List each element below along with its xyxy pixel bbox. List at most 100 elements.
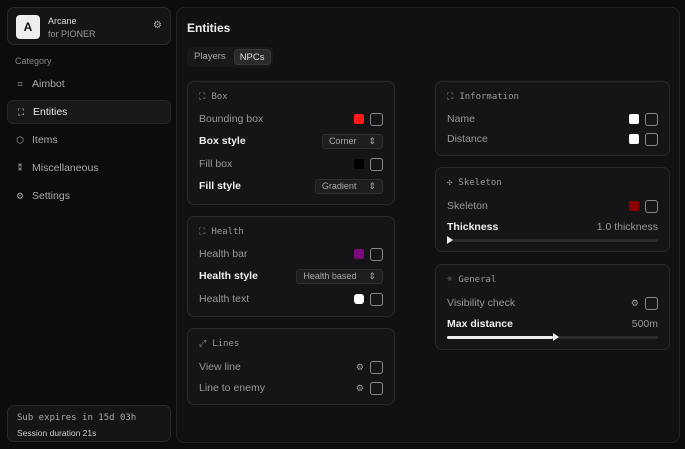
sidebar-item-miscellaneous[interactable]: ⁑ Miscellaneous: [7, 156, 171, 180]
health-bar-checkbox[interactable]: [370, 247, 383, 261]
chevron-updown-icon: ⇕: [368, 270, 376, 281]
entity-icon: ⛶: [17, 106, 25, 117]
box-card: ⛶ Box Bounding box Box style Corner ⇕ Fill …: [187, 81, 395, 205]
session-duration: Session duration 21s: [17, 428, 97, 438]
card-header: ⛶ Health: [199, 227, 244, 237]
bounding-box-row: Bounding box: [199, 111, 383, 127]
health-icon: ⛶: [199, 227, 206, 237]
line-to-enemy-row: Line to enemy ⚙: [199, 380, 383, 396]
visibility-check-checkbox[interactable]: [645, 296, 658, 310]
skeleton-icon: ✣: [447, 178, 453, 188]
app-logo: A: [16, 15, 40, 39]
select-value: Health based: [303, 271, 357, 281]
fill-style-select[interactable]: Gradient ⇕: [314, 178, 383, 194]
row-label: Thickness: [447, 221, 499, 233]
row-label: Skeleton: [447, 200, 488, 212]
distance-checkbox[interactable]: [645, 132, 658, 146]
card-header: ☼ General: [447, 275, 496, 285]
card-title: Skeleton: [458, 178, 502, 188]
app-subtitle: for PIONER: [48, 29, 96, 39]
crosshair-icon: ⌗: [17, 78, 23, 89]
general-card: ☼ General Visibility check ⚙ Max distance 5…: [435, 264, 670, 350]
color-swatch[interactable]: [629, 114, 639, 124]
skeleton-row: Skeleton: [447, 198, 658, 214]
color-swatch[interactable]: [354, 159, 364, 169]
sidebar-item-label: Items: [32, 134, 58, 146]
information-card: ⛶ Information Name Distance: [435, 81, 670, 156]
chevron-updown-icon: ⇕: [368, 180, 376, 191]
row-label: Bounding box: [199, 113, 264, 125]
card-header: ✣ Skeleton: [447, 178, 502, 188]
thickness-slider[interactable]: [447, 236, 658, 244]
color-swatch[interactable]: [354, 249, 364, 259]
box-icon: ⛶: [199, 92, 206, 102]
gear-icon[interactable]: ⚙: [355, 361, 364, 372]
skeleton-checkbox[interactable]: [645, 199, 658, 213]
slider-handle[interactable]: [447, 236, 453, 244]
row-label: Box style: [199, 135, 246, 147]
tab-npcs[interactable]: NPCs: [233, 49, 271, 65]
misc-icon: ⁑: [17, 162, 23, 173]
slider-fill: [447, 333, 559, 341]
subscription-card: Sub expires in 15d 03h Session duration …: [7, 405, 171, 442]
card-title: Health: [211, 227, 244, 237]
row-label: Fill box: [199, 158, 233, 170]
gear-icon: ⚙: [15, 190, 25, 201]
tab-players[interactable]: Players: [194, 51, 226, 62]
color-swatch[interactable]: [629, 201, 639, 211]
select-value: Gradient: [321, 181, 357, 191]
thickness-row: Thickness 1.0 thickness: [447, 219, 658, 235]
max-distance-slider[interactable]: [447, 333, 658, 341]
name-row: Name: [447, 111, 658, 127]
slider-handle[interactable]: [552, 333, 559, 341]
bounding-box-checkbox[interactable]: [370, 112, 383, 126]
card-header: ⛶ Information: [447, 92, 519, 102]
health-text-row: Health text: [199, 291, 383, 307]
color-swatch[interactable]: [629, 134, 639, 144]
sidebar-item-label: Miscellaneous: [32, 162, 99, 174]
row-label: View line: [199, 361, 241, 373]
line-to-enemy-checkbox[interactable]: [370, 381, 383, 395]
settings-icon[interactable]: ⚙: [153, 20, 162, 31]
sidebar-item-aimbot[interactable]: ⌗ Aimbot: [7, 72, 171, 96]
page-title: Entities: [187, 21, 231, 35]
sub-expiry: Sub expires in 15d 03h: [17, 413, 137, 423]
skeleton-card: ✣ Skeleton Skeleton Thickness 1.0 thicknes…: [435, 167, 670, 252]
gear-icon[interactable]: ⚙: [355, 382, 364, 393]
view-line-row: View line ⚙: [199, 359, 383, 375]
box-style-select[interactable]: Corner ⇕: [321, 133, 383, 149]
visibility-check-row: Visibility check ⚙: [447, 295, 658, 311]
row-label: Health bar: [199, 248, 248, 260]
bug-icon: ☼: [447, 275, 453, 285]
color-swatch[interactable]: [354, 294, 364, 304]
category-label: Category: [15, 56, 52, 66]
app-name: Arcane: [48, 16, 77, 26]
info-icon: ⛶: [447, 92, 454, 102]
max-distance-value: 500m: [631, 318, 658, 330]
sidebar-item-entities[interactable]: ⛶ Entities: [7, 100, 171, 124]
health-bar-row: Health bar: [199, 246, 383, 262]
sidebar-item-label: Settings: [32, 190, 70, 202]
row-label: Distance: [447, 133, 488, 145]
health-style-select[interactable]: Health based ⇕: [296, 268, 383, 284]
fill-box-row: Fill box: [199, 156, 383, 172]
row-label: Health text: [199, 293, 250, 305]
health-text-checkbox[interactable]: [370, 292, 383, 306]
select-value: Corner: [328, 136, 357, 146]
sidebar-item-settings[interactable]: ⚙ Settings: [7, 184, 171, 208]
box-icon: ⬡: [16, 134, 24, 145]
gear-icon[interactable]: ⚙: [630, 297, 639, 308]
color-swatch[interactable]: [354, 114, 364, 124]
chevron-updown-icon: ⇕: [368, 135, 376, 146]
card-header: ⤢ Lines: [199, 339, 239, 349]
fill-style-row: Fill style Gradient ⇕: [199, 178, 383, 194]
tab-bar: Players NPCs: [187, 47, 273, 67]
name-checkbox[interactable]: [645, 112, 658, 126]
row-label: Health style: [199, 270, 258, 282]
sidebar-item-label: Aimbot: [32, 78, 65, 90]
card-header: ⛶ Box: [199, 92, 228, 102]
sidebar-item-items[interactable]: ⬡ Items: [7, 128, 171, 152]
app-header: A Arcane for PIONER ⚙: [7, 7, 171, 45]
fill-box-checkbox[interactable]: [370, 157, 383, 171]
view-line-checkbox[interactable]: [370, 360, 383, 374]
